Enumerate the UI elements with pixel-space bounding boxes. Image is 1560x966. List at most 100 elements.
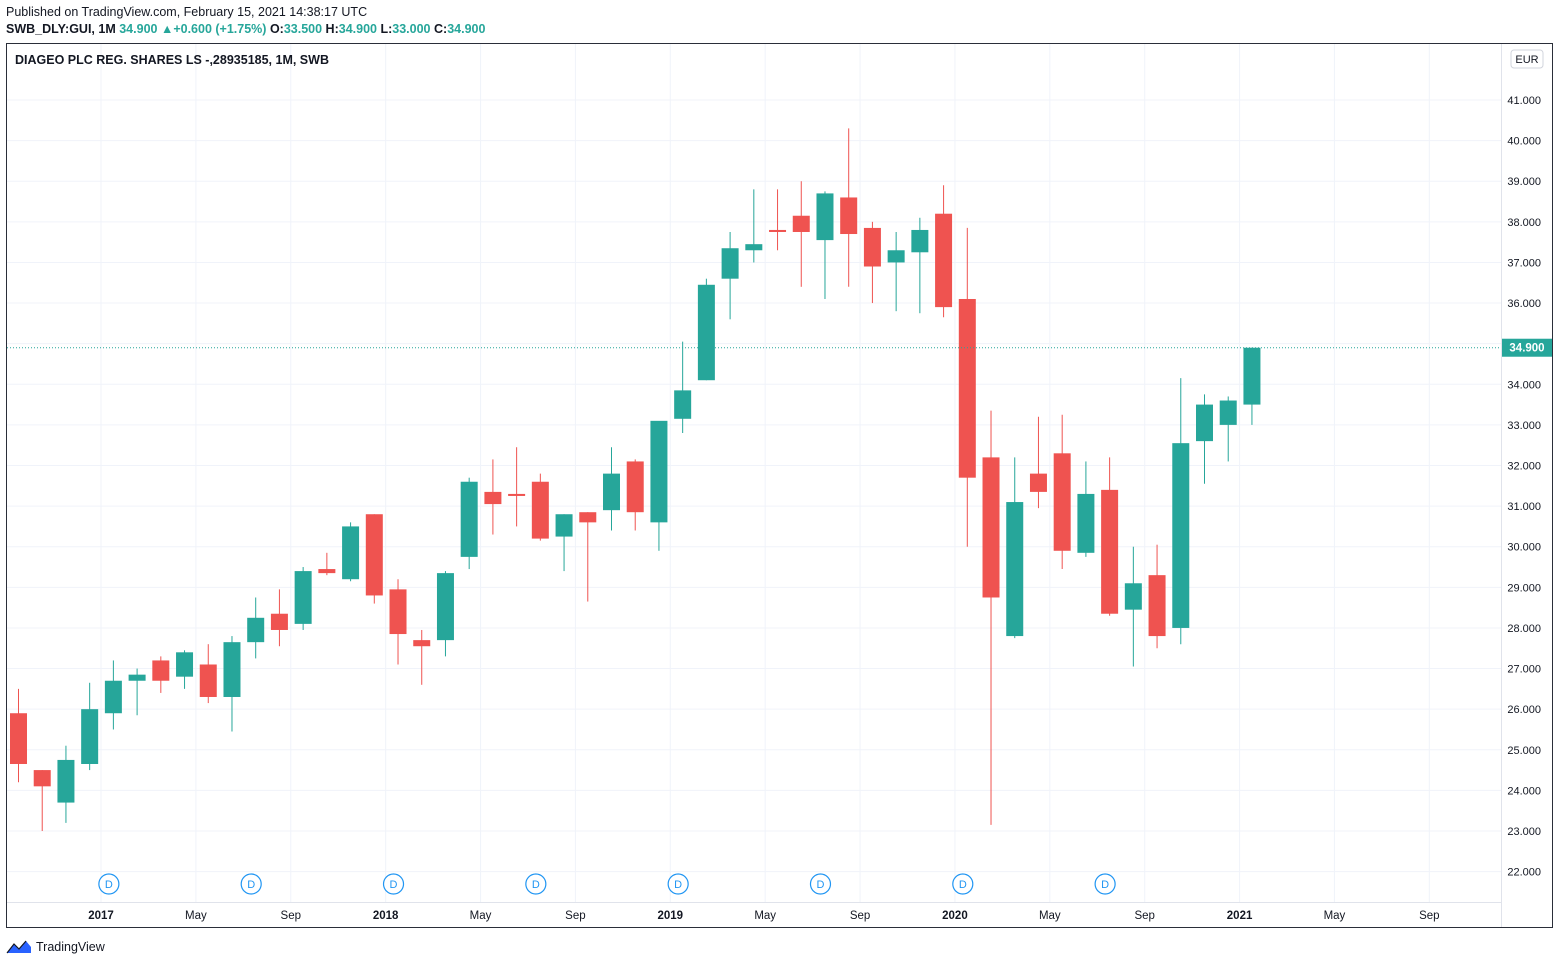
time-tick-label: May <box>754 910 776 922</box>
open-value: 33.500 <box>283 22 323 36</box>
dividend-circle-icon <box>809 873 832 895</box>
candle-body <box>508 493 526 496</box>
price-tick-label: 28.000 <box>1507 623 1541 635</box>
dividend-label: D <box>532 879 540 891</box>
candle <box>531 473 549 541</box>
price-tick-label: 40.000 <box>1507 136 1541 148</box>
candle-body <box>1006 502 1024 637</box>
candle <box>697 278 715 381</box>
candle <box>104 660 122 730</box>
candle-body <box>579 512 597 523</box>
time-tick-label: 2020 <box>942 910 968 922</box>
dividend-marker: D <box>809 873 832 895</box>
published-caption: Published on TradingView.com, February 1… <box>6 5 368 19</box>
time-tick-label: Sep <box>1134 910 1154 922</box>
candle-body <box>1053 453 1071 551</box>
price-tick-label: 34.000 <box>1507 379 1541 391</box>
tradingview-brand[interactable]: TradingView <box>6 939 105 955</box>
price-tick-label: 38.000 <box>1507 217 1541 229</box>
candle-body <box>745 244 763 251</box>
time-tick-label: May <box>185 910 207 922</box>
candle-body <box>769 229 787 232</box>
dividend-label: D <box>959 879 967 891</box>
candle-body <box>247 617 265 643</box>
candle-body <box>199 664 217 697</box>
candle <box>223 636 241 732</box>
candle <box>247 597 265 659</box>
price-axis[interactable]: 22.000 23.000 24.000 25.000 26.000 27.000 28.0… <box>1507 95 1541 879</box>
candle-body <box>176 652 194 677</box>
candle <box>555 514 573 572</box>
ohlc-legend: SWB_DLY:GUI, 1M 34.900 ▲+0.600 (+1.75%) … <box>6 22 485 36</box>
candle-body <box>81 709 99 764</box>
time-tick-label: 2021 <box>1227 910 1253 922</box>
candle <box>413 629 431 685</box>
dividend-label: D <box>817 879 825 891</box>
candle-body <box>10 713 27 764</box>
dividend-circle-icon <box>1094 873 1116 895</box>
candle <box>863 221 881 304</box>
candle-body <box>413 640 431 647</box>
last-price-tag <box>1502 338 1552 357</box>
candle-body <box>128 674 146 681</box>
price-tick-label: 41.000 <box>1507 95 1541 107</box>
time-tick-label: Sep <box>565 910 585 922</box>
dividend-label: D <box>247 879 255 891</box>
grid <box>7 44 1501 902</box>
candle <box>270 589 288 647</box>
currency-button[interactable]: EUR <box>1510 49 1544 69</box>
candle <box>294 567 312 630</box>
candle-body <box>603 473 620 511</box>
time-axis[interactable]: 2017 May Sep 2018 May Sep 2019 May Sep 2020 May Sep… <box>88 910 1439 922</box>
candle <box>840 128 858 287</box>
candle-body <box>650 420 668 523</box>
candle <box>1006 457 1024 639</box>
price-tick-label: 27.000 <box>1507 664 1541 676</box>
time-tick-label: Sep <box>850 910 870 922</box>
candle <box>1101 457 1119 616</box>
candle <box>342 522 360 582</box>
last-price-marker: 34.900 <box>7 338 1552 357</box>
candle <box>484 459 502 535</box>
candle <box>579 512 597 602</box>
candle <box>935 185 953 318</box>
candle <box>33 770 51 831</box>
dividend-circle-icon <box>98 873 120 895</box>
dividend-circle-icon <box>667 873 689 895</box>
currency-label: EUR <box>1515 54 1538 66</box>
candle-body <box>674 390 692 419</box>
candle <box>911 217 929 314</box>
low-value: 33.000 <box>392 22 431 36</box>
time-tick-label: 2019 <box>658 910 684 922</box>
candle-body <box>1172 443 1190 628</box>
price-tick-label: 37.000 <box>1507 257 1541 269</box>
time-tick-label: May <box>470 910 492 922</box>
candle <box>887 231 905 312</box>
candle-body <box>697 284 715 381</box>
tradingview-logo-icon <box>6 940 31 954</box>
brand-label: TradingView <box>36 940 105 954</box>
candle <box>792 181 810 287</box>
dividend-marker: D <box>1094 873 1116 895</box>
price-tick-label: 33.000 <box>1507 420 1541 432</box>
candle <box>745 189 763 263</box>
price-tick-label: 29.000 <box>1507 582 1541 594</box>
candle <box>816 191 834 299</box>
candle-body <box>721 248 739 279</box>
candle-body <box>318 569 336 574</box>
candle <box>199 644 217 704</box>
candle-body <box>1148 575 1166 637</box>
candles <box>10 128 1261 831</box>
dividend-label: D <box>1101 879 1109 891</box>
candle-body <box>840 197 858 235</box>
candle <box>1196 394 1213 484</box>
candle <box>81 682 99 771</box>
candle <box>769 189 787 251</box>
price-tick-label: 25.000 <box>1507 745 1541 757</box>
candle-body <box>389 589 407 635</box>
candle <box>128 668 146 716</box>
high-label: H: <box>325 22 339 36</box>
candle <box>10 688 27 783</box>
candle-body <box>270 613 288 630</box>
